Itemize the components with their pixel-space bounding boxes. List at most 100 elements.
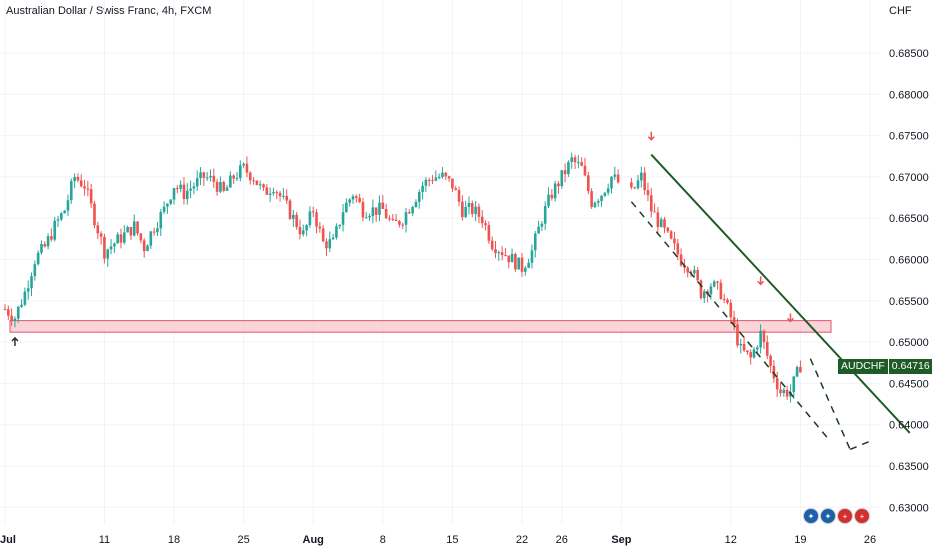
candle-body	[663, 219, 666, 228]
arrow-down-icon	[786, 313, 794, 323]
y-tick-label: 0.65500	[889, 296, 929, 308]
candle-body	[524, 267, 527, 272]
candle-body	[205, 177, 209, 179]
candle-body	[265, 187, 269, 195]
candle-body	[742, 343, 746, 351]
candle-body	[195, 178, 199, 187]
candle-body	[321, 228, 325, 242]
candle-body	[613, 174, 617, 177]
candle-body	[408, 212, 411, 214]
candle-body	[799, 366, 802, 373]
candle-body	[484, 223, 487, 226]
candle-body	[26, 288, 30, 292]
candle-body	[232, 175, 235, 179]
candle-body	[424, 179, 428, 186]
candle-body	[361, 202, 365, 218]
flag-badge-icon[interactable]: +	[854, 508, 870, 524]
candle-body	[374, 207, 378, 215]
candle-body	[583, 165, 587, 176]
candle-body	[282, 195, 285, 197]
candle-body	[421, 185, 424, 192]
candle-body	[13, 318, 17, 321]
last-price-tag: AUDCHF 0.64716	[838, 359, 932, 374]
candle-body	[172, 188, 176, 200]
candle-body	[351, 196, 355, 200]
candle-body	[739, 343, 743, 346]
candle-body	[490, 240, 494, 250]
candle-body	[394, 219, 398, 222]
candle-body	[497, 252, 501, 254]
candle-body	[673, 238, 676, 244]
candle-body	[553, 183, 557, 199]
candle-body	[56, 219, 60, 221]
candle-body	[779, 389, 782, 394]
badge-group[interactable]: ✦ ✦ + +	[803, 508, 870, 524]
projection-line	[809, 358, 851, 450]
x-tick-label: 8	[380, 534, 386, 546]
candle-body	[417, 191, 421, 202]
x-tick-label: Sep	[611, 534, 631, 546]
candle-body	[364, 217, 368, 219]
flag-badge-icon[interactable]: ✦	[820, 508, 836, 524]
candle-body	[769, 355, 772, 366]
candle-body	[116, 234, 119, 244]
candle-body	[63, 210, 66, 214]
candle-body	[765, 342, 769, 356]
flag-badge-icon[interactable]: +	[837, 508, 853, 524]
x-tick-label: Jul	[0, 534, 16, 546]
candle-body	[580, 162, 583, 166]
candle-body	[348, 199, 351, 203]
candle-body	[646, 190, 650, 196]
candle-body	[792, 376, 796, 393]
candle-body	[318, 226, 322, 229]
candle-body	[212, 175, 216, 182]
candle-body	[586, 175, 590, 192]
candle-body	[603, 192, 607, 196]
candle-body	[126, 227, 129, 233]
candle-body	[709, 286, 713, 295]
candle-body	[10, 315, 13, 321]
candle-body	[69, 181, 73, 201]
y-tick-label: 0.63000	[889, 502, 929, 514]
candle-body	[123, 232, 126, 243]
flag-badge-icon[interactable]: ✦	[803, 508, 819, 524]
candle-body	[182, 184, 186, 200]
signal-arrows	[11, 131, 794, 346]
candle-body	[656, 212, 660, 227]
candle-body	[457, 190, 461, 202]
candles	[3, 152, 802, 403]
candle-body	[43, 244, 47, 247]
candle-body	[427, 179, 431, 181]
candle-body	[782, 389, 786, 394]
candle-body	[222, 181, 226, 191]
candle-body	[762, 330, 766, 343]
grid	[0, 0, 880, 525]
x-tick-label: 22	[516, 534, 528, 546]
candle-body	[162, 206, 166, 212]
candle-body	[669, 231, 673, 239]
candle-body	[716, 281, 719, 283]
candle-body	[557, 183, 560, 187]
candle-body	[215, 181, 219, 192]
arrow-head	[786, 317, 794, 323]
candle-body	[46, 236, 50, 247]
candle-body	[540, 223, 544, 227]
candle-body	[371, 207, 375, 217]
candle-body	[411, 206, 414, 214]
candle-body	[414, 201, 418, 207]
candle-body	[132, 221, 136, 236]
candle-body	[262, 184, 265, 188]
candle-body	[311, 211, 315, 213]
candle-body	[89, 189, 93, 204]
y-tick-label: 0.67000	[889, 172, 929, 184]
y-tick-label: 0.68000	[889, 89, 929, 101]
candle-body	[431, 180, 434, 182]
candle-body	[301, 230, 305, 235]
candle-body	[152, 231, 156, 233]
candle-body	[686, 267, 690, 273]
candle-body	[696, 270, 699, 281]
y-tick-label: 0.63500	[889, 461, 929, 473]
candle-body	[461, 201, 464, 218]
candle-body	[308, 211, 312, 226]
